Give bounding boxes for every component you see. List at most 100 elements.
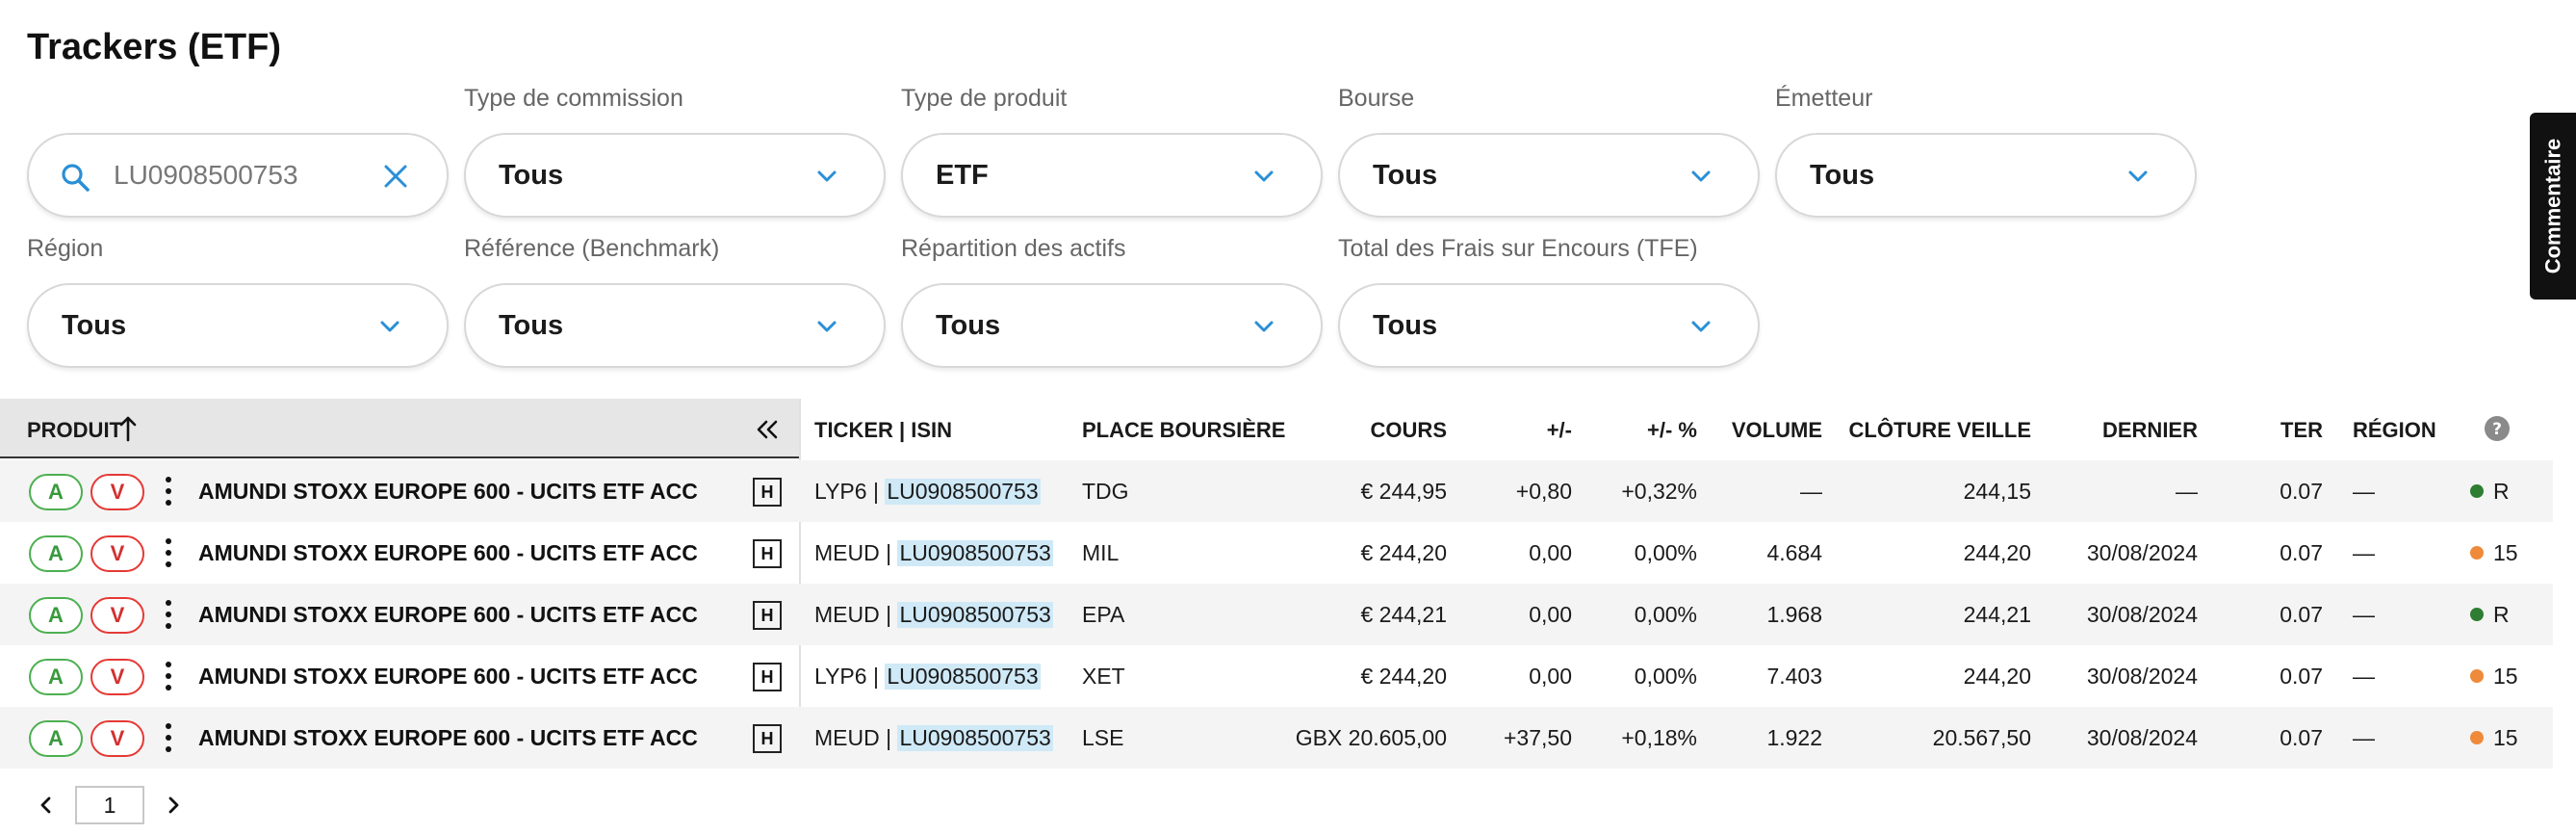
buy-button[interactable]: A [29, 474, 83, 510]
filter-product-type-select[interactable]: ETF [901, 133, 1323, 218]
buy-button[interactable]: A [29, 597, 83, 634]
header-place[interactable]: PLACE BOURSIÈRE [1082, 418, 1286, 442]
status-dot [2470, 731, 2484, 744]
product-name[interactable]: AMUNDI STOXX EUROPE 600 - UCITS ETF ACC [198, 724, 698, 750]
isin-text: LU0908500753 [885, 478, 1041, 505]
comment-side-tab[interactable]: Commentaire [2530, 113, 2576, 300]
history-button[interactable]: H [753, 663, 782, 691]
cell-volume: — [1800, 478, 1822, 504]
cell-cloture: 244,15 [1963, 478, 2031, 504]
filter-region-select[interactable]: Tous [27, 283, 449, 368]
ticker-text: LYP6 | [814, 478, 879, 504]
cell-var: +0,80 [1515, 478, 1572, 504]
chevron-down-icon [1254, 321, 1274, 332]
product-name[interactable]: AMUNDI STOXX EUROPE 600 - UCITS ETF ACC [198, 478, 698, 504]
cell-status: R [2470, 584, 2510, 645]
svg-text:?: ? [2492, 420, 2502, 439]
filter-asset-allocation-select[interactable]: Tous [901, 283, 1323, 368]
cell-dernier: 30/08/2024 [2086, 724, 2198, 750]
status-dot [2470, 546, 2484, 560]
filter-value: ETF [936, 159, 989, 191]
header-var-pct[interactable]: +/- % [1647, 418, 1697, 442]
prev-page-button[interactable] [27, 786, 65, 824]
sell-button[interactable]: V [90, 597, 144, 634]
table-row[interactable]: A V AMUNDI STOXX EUROPE 600 - UCITS ETF AC… [0, 522, 2553, 584]
history-button[interactable]: H [753, 601, 782, 630]
sell-button[interactable]: V [90, 535, 144, 572]
product-name[interactable]: AMUNDI STOXX EUROPE 600 - UCITS ETF ACC [198, 539, 698, 565]
header-ticker-isin[interactable]: TICKER | ISIN [814, 418, 953, 442]
buy-button[interactable]: A [29, 535, 83, 572]
cell-cours: GBX 20.605,00 [1295, 724, 1447, 750]
buy-button[interactable]: A [29, 659, 83, 695]
isin-text: LU0908500753 [897, 601, 1053, 628]
filter-exchange-select[interactable]: Tous [1338, 133, 1760, 218]
product-name[interactable]: AMUNDI STOXX EUROPE 600 - UCITS ETF ACC [198, 663, 698, 689]
close-icon[interactable] [381, 162, 410, 191]
ticker-text: MEUD | [814, 724, 892, 750]
cell-dernier: 30/08/2024 [2086, 539, 2198, 565]
filter-value: Tous [1810, 159, 1875, 191]
history-button[interactable]: H [753, 539, 782, 568]
kebab-icon[interactable] [162, 659, 175, 693]
cell-ter: 0.07 [2280, 478, 2323, 504]
header-cloture[interactable]: CLÔTURE VEILLE [1848, 418, 2031, 442]
help-circle-icon[interactable]: ? [2484, 415, 2511, 442]
cell-var: 0,00 [1529, 601, 1572, 627]
cell-var-pct: +0,32% [1621, 478, 1697, 504]
table-header-product: PRODUIT [0, 399, 799, 458]
history-button[interactable]: H [753, 724, 782, 753]
kebab-icon[interactable] [162, 720, 175, 755]
sell-button[interactable]: V [90, 659, 144, 695]
header-volume[interactable]: VOLUME [1731, 418, 1822, 442]
double-chevron-left-icon[interactable] [755, 418, 780, 441]
cell-region: — [2353, 663, 2375, 689]
kebab-icon[interactable] [162, 597, 175, 632]
table-row[interactable]: A V AMUNDI STOXX EUROPE 600 - UCITS ETF AC… [0, 707, 2553, 769]
page-number-input[interactable]: 1 [75, 786, 144, 824]
filter-label-exchange: Bourse [1338, 85, 1415, 112]
table-header-data [801, 399, 2553, 458]
header-dernier[interactable]: DERNIER [2101, 418, 2198, 442]
filter-issuer-select[interactable]: Tous [1775, 133, 2197, 218]
status-text: 15 [2493, 539, 2518, 565]
header-region[interactable]: RÉGION [2353, 418, 2436, 442]
buy-button[interactable]: A [29, 720, 83, 757]
cell-var-pct: 0,00% [1634, 539, 1697, 565]
header-var[interactable]: +/- [1546, 418, 1572, 442]
search-filter[interactable]: LU0908500753 [27, 133, 449, 218]
kebab-icon[interactable] [162, 535, 175, 570]
kebab-icon[interactable] [162, 474, 175, 508]
cell-place: MIL [1082, 539, 1120, 565]
header-produit[interactable]: PRODUIT [27, 418, 122, 442]
table-row[interactable]: A V AMUNDI STOXX EUROPE 600 - UCITS ETF AC… [0, 460, 2553, 522]
filter-tfe-select[interactable]: Tous [1338, 283, 1760, 368]
cell-dernier: — [2176, 478, 2198, 504]
cell-cloture: 20.567,50 [1932, 724, 2031, 750]
filter-commission-select[interactable]: Tous [464, 133, 886, 218]
header-cours[interactable]: COURS [1370, 418, 1447, 442]
ticker-text: MEUD | [814, 539, 892, 565]
sell-button[interactable]: V [90, 720, 144, 757]
search-input[interactable]: LU0908500753 [114, 160, 298, 190]
comment-tab-label: Commentaire [2540, 138, 2564, 274]
table-row[interactable]: A V AMUNDI STOXX EUROPE 600 - UCITS ETF AC… [0, 645, 2553, 707]
cell-place: XET [1082, 663, 1125, 689]
history-button[interactable]: H [753, 478, 782, 507]
filter-label-tfe: Total des Frais sur Encours (TFE) [1338, 235, 1698, 262]
filter-benchmark-select[interactable]: Tous [464, 283, 886, 368]
search-icon [62, 164, 90, 192]
header-ter[interactable]: TER [2280, 418, 2323, 442]
cell-cloture: 244,21 [1963, 601, 2031, 627]
ticker-text: LYP6 | [814, 663, 879, 689]
chevron-down-icon [817, 170, 837, 182]
next-page-button[interactable] [154, 786, 193, 824]
arrow-up-icon[interactable] [119, 414, 137, 443]
product-name[interactable]: AMUNDI STOXX EUROPE 600 - UCITS ETF ACC [198, 601, 698, 627]
cell-status: R [2470, 460, 2510, 522]
table-row[interactable]: A V AMUNDI STOXX EUROPE 600 - UCITS ETF AC… [0, 584, 2553, 645]
cell-var: 0,00 [1529, 663, 1572, 689]
cell-ter: 0.07 [2280, 601, 2323, 627]
sell-button[interactable]: V [90, 474, 144, 510]
filter-value: Tous [499, 309, 564, 341]
